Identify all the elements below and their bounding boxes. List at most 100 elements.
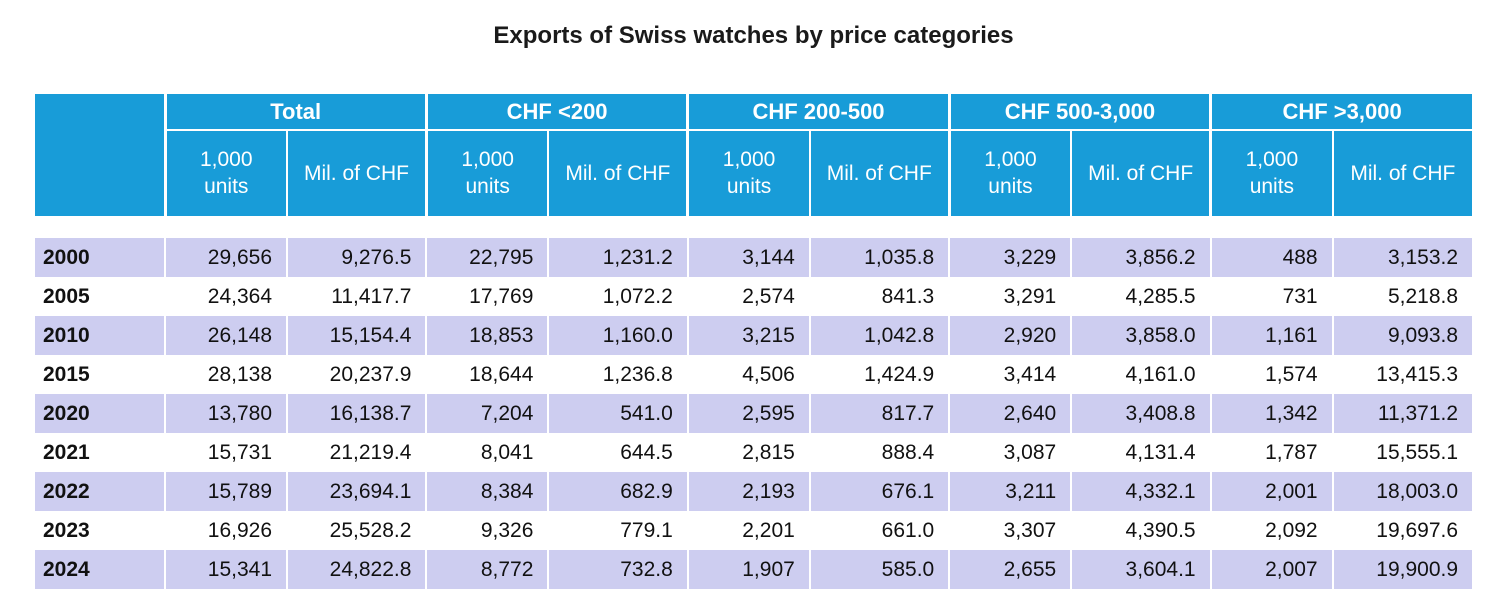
value-cell: 779.1 xyxy=(547,511,688,550)
subheader-200-500-chf: Mil. of CHF xyxy=(808,129,950,216)
value-cell: 1,236.8 xyxy=(547,355,688,394)
subheader-lt200-chf: Mil. of CHF xyxy=(547,129,688,216)
value-cell: 1,042.8 xyxy=(808,316,950,355)
year-cell: 2023 xyxy=(35,511,165,550)
year-cell: 2010 xyxy=(35,316,165,355)
year-cell: 2021 xyxy=(35,433,165,472)
value-cell: 13,415.3 xyxy=(1331,355,1473,394)
year-cell: 2024 xyxy=(35,550,165,589)
subheader-label: Mil. of CHF xyxy=(1350,161,1456,185)
subheader-label: 1,000 units xyxy=(722,148,776,198)
table-row-2023: 2023 16,926 25,528.2 9,326 779.1 2,201 6… xyxy=(35,511,1473,550)
value-cell: 661.0 xyxy=(808,511,950,550)
page-title: Exports of Swiss watches by price catego… xyxy=(493,22,1014,49)
value-cell: 24,822.8 xyxy=(285,550,427,589)
table-row-2024: 2024 15,341 24,822.8 8,772 732.8 1,907 5… xyxy=(35,550,1473,589)
header-body-gap xyxy=(35,216,1473,238)
group-header-chf-500-3000: CHF 500-3,000 xyxy=(947,94,1211,130)
table-row-2005: 2005 24,364 11,417.7 17,769 1,072.2 2,57… xyxy=(35,277,1473,316)
value-cell: 2,815 xyxy=(686,433,810,472)
value-cell: 644.5 xyxy=(547,433,688,472)
value-cell: 4,161.0 xyxy=(1070,355,1211,394)
value-cell: 11,371.2 xyxy=(1331,394,1473,433)
value-cell: 19,697.6 xyxy=(1331,511,1473,550)
table-row-2021: 2021 15,731 21,219.4 8,041 644.5 2,815 8… xyxy=(35,433,1473,472)
value-cell: 3,215 xyxy=(686,316,810,355)
value-cell: 3,291 xyxy=(948,277,1072,316)
table-row-2020: 2020 13,780 16,138.7 7,204 541.0 2,595 8… xyxy=(35,394,1473,433)
value-cell: 3,211 xyxy=(948,472,1072,511)
value-cell: 1,231.2 xyxy=(547,238,688,277)
value-cell: 18,853 xyxy=(425,316,549,355)
exports-table: Total CHF <200 CHF 200-500 CHF 500-3,000… xyxy=(35,94,1473,589)
subheader-row: 1,000 units Mil. of CHF 1,000 units Mil.… xyxy=(35,129,1473,216)
subheader-label: Mil. of CHF xyxy=(1088,161,1194,185)
table-row-2000: 2000 29,656 9,276.5 22,795 1,231.2 3,144… xyxy=(35,238,1473,277)
value-cell: 15,789 xyxy=(164,472,287,511)
value-cell: 2,655 xyxy=(948,550,1072,589)
value-cell: 15,341 xyxy=(164,550,287,589)
value-cell: 4,285.5 xyxy=(1070,277,1211,316)
value-cell: 15,731 xyxy=(164,433,287,472)
value-cell: 2,007 xyxy=(1209,550,1333,589)
subheader-total-chf: Mil. of CHF xyxy=(285,129,427,216)
value-cell: 1,424.9 xyxy=(808,355,950,394)
value-cell: 541.0 xyxy=(547,394,688,433)
year-cell: 2000 xyxy=(35,238,165,277)
value-cell: 28,138 xyxy=(164,355,287,394)
value-cell: 3,856.2 xyxy=(1070,238,1211,277)
value-cell: 3,307 xyxy=(948,511,1072,550)
subheader-gt3000-chf: Mil. of CHF xyxy=(1331,129,1473,216)
value-cell: 8,384 xyxy=(425,472,549,511)
value-cell: 20,237.9 xyxy=(285,355,427,394)
value-cell: 2,001 xyxy=(1209,472,1333,511)
value-cell: 2,574 xyxy=(686,277,810,316)
value-cell: 1,907 xyxy=(686,550,810,589)
table-row-2010: 2010 26,148 15,154.4 18,853 1,160.0 3,21… xyxy=(35,316,1473,355)
value-cell: 1,574 xyxy=(1209,355,1333,394)
group-header-chf-gt-3000: CHF >3,000 xyxy=(1209,94,1473,130)
corner-cell xyxy=(35,94,165,216)
value-cell: 25,528.2 xyxy=(285,511,427,550)
value-cell: 4,506 xyxy=(686,355,810,394)
value-cell: 2,640 xyxy=(948,394,1072,433)
value-cell: 1,342 xyxy=(1209,394,1333,433)
value-cell: 4,332.1 xyxy=(1070,472,1211,511)
subheader-500-3000-units: 1,000 units xyxy=(947,129,1072,216)
value-cell: 3,229 xyxy=(948,238,1072,277)
subheader-200-500-units: 1,000 units xyxy=(686,129,810,216)
subheader-500-3000-chf: Mil. of CHF xyxy=(1070,129,1211,216)
value-cell: 8,041 xyxy=(425,433,549,472)
subheader-label: 1,000 units xyxy=(199,148,253,198)
value-cell: 2,920 xyxy=(948,316,1072,355)
value-cell: 19,900.9 xyxy=(1331,550,1473,589)
subheader-label: 1,000 units xyxy=(984,148,1037,198)
value-cell: 3,414 xyxy=(948,355,1072,394)
group-header-chf-lt-200: CHF <200 xyxy=(424,94,688,130)
value-cell: 3,144 xyxy=(686,238,810,277)
value-cell: 15,555.1 xyxy=(1331,433,1473,472)
value-cell: 888.4 xyxy=(808,433,950,472)
subheader-label: Mil. of CHF xyxy=(565,161,671,185)
table-header: Total CHF <200 CHF 200-500 CHF 500-3,000… xyxy=(35,94,1473,216)
value-cell: 585.0 xyxy=(808,550,950,589)
subheader-label: Mil. of CHF xyxy=(303,161,409,185)
subheader-label: 1,000 units xyxy=(1245,148,1299,198)
value-cell: 8,772 xyxy=(425,550,549,589)
value-cell: 9,326 xyxy=(425,511,549,550)
value-cell: 7,204 xyxy=(425,394,549,433)
value-cell: 841.3 xyxy=(808,277,950,316)
value-cell: 732.8 xyxy=(547,550,688,589)
value-cell: 676.1 xyxy=(808,472,950,511)
value-cell: 3,087 xyxy=(948,433,1072,472)
table-row-2015: 2015 28,138 20,237.9 18,644 1,236.8 4,50… xyxy=(35,355,1473,394)
value-cell: 11,417.7 xyxy=(285,277,427,316)
value-cell: 2,193 xyxy=(686,472,810,511)
subheader-label: Mil. of CHF xyxy=(826,161,932,185)
value-cell: 24,364 xyxy=(164,277,287,316)
value-cell: 9,093.8 xyxy=(1331,316,1473,355)
value-cell: 26,148 xyxy=(164,316,287,355)
subheader-label: 1,000 units xyxy=(461,148,514,198)
value-cell: 2,595 xyxy=(686,394,810,433)
value-cell: 17,769 xyxy=(425,277,549,316)
